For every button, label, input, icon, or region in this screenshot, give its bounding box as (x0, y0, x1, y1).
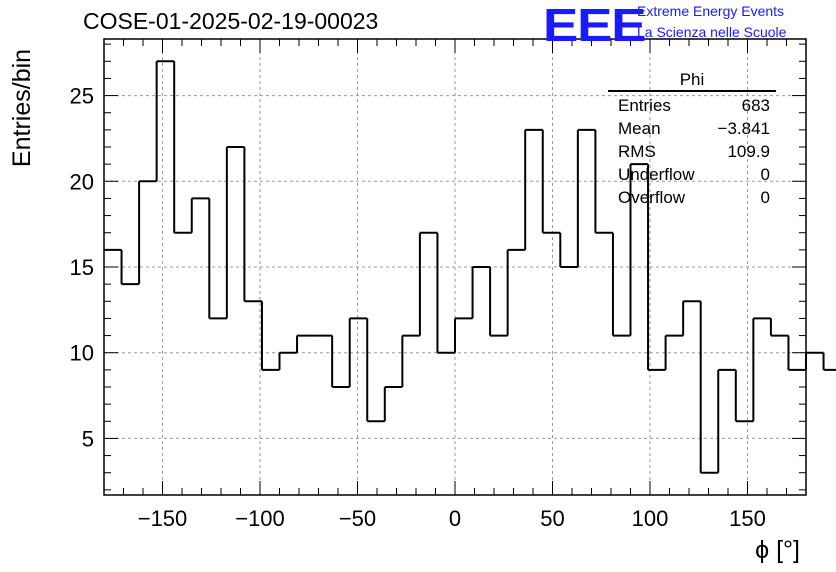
stats-value: 683 (741, 96, 770, 115)
stats-label: Entries (618, 96, 671, 115)
stats-value: 0 (760, 165, 770, 184)
y-tick-label: 5 (82, 426, 94, 451)
y-tick-label: 25 (70, 84, 94, 109)
stats-row: Entries 683 (608, 94, 776, 117)
x-tick-label: −150 (138, 506, 188, 531)
logo-line-2: La Scienza nelle Scuole (637, 24, 787, 40)
x-tick-label: 150 (729, 506, 766, 531)
stats-value: 109.9 (727, 142, 770, 161)
y-axis-title: Entries/bin (8, 49, 36, 167)
x-tick-label: 50 (540, 506, 564, 531)
x-axis-title: ϕ [°] (755, 536, 800, 564)
stats-value: −3.841 (717, 119, 770, 138)
stats-row: RMS 109.9 (608, 140, 776, 163)
x-tick-label: 0 (449, 506, 461, 531)
y-tick-label: 15 (70, 255, 94, 280)
stats-row: Mean −3.841 (608, 117, 776, 140)
y-tick-label: 20 (70, 169, 94, 194)
stats-label: Overflow (618, 188, 686, 207)
stats-title: Phi (608, 70, 776, 92)
eee-logo: EEE (543, 0, 647, 51)
logo-line-1: Extreme Energy Events (637, 3, 785, 19)
stats-value: 0 (760, 188, 770, 207)
x-tick-label: −50 (339, 506, 376, 531)
stats-box: Phi Entries 683 Mean −3.841 RMS 109.9 Under… (608, 70, 776, 209)
stats-row: Underflow 0 (608, 163, 776, 186)
y-tick-label: 10 (70, 341, 94, 366)
x-tick-label: −100 (235, 506, 285, 531)
stats-row: Overflow 0 (608, 186, 776, 209)
stats-label: Mean (618, 119, 661, 138)
x-tick-label: 100 (632, 506, 669, 531)
stats-label: Underflow (618, 165, 695, 184)
chart-title: COSE-01-2025-02-19-00023 (83, 8, 379, 34)
stats-label: RMS (618, 142, 656, 161)
